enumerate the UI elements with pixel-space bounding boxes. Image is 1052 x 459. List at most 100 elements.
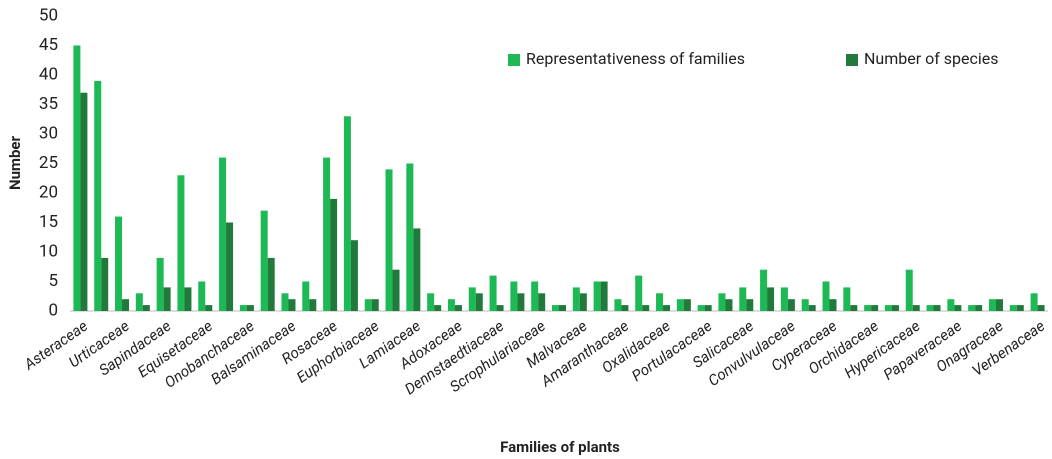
bar (1016, 305, 1024, 311)
bar (704, 305, 712, 311)
bar (468, 287, 476, 311)
bar (829, 299, 837, 311)
bar (975, 305, 983, 311)
bar (205, 305, 213, 311)
bar (260, 210, 268, 311)
bar (954, 305, 962, 311)
bar (517, 293, 525, 311)
legend-label: Representativeness of families (526, 49, 745, 68)
bar (760, 269, 768, 311)
bar (683, 299, 691, 311)
bar (725, 299, 733, 311)
bar (475, 293, 483, 311)
bar (933, 305, 941, 311)
bar (309, 299, 317, 311)
bar (323, 157, 331, 311)
bar (697, 305, 705, 311)
bar (489, 275, 497, 311)
bar (739, 287, 747, 311)
bar (988, 299, 996, 311)
bar (156, 257, 164, 311)
bar (593, 281, 601, 311)
bar (621, 305, 629, 311)
bar (115, 216, 123, 311)
bar (822, 281, 830, 311)
bar (531, 281, 539, 311)
bar (496, 305, 504, 311)
bar (1009, 305, 1017, 311)
y-tick-label: 0 (48, 300, 58, 320)
y-tick-label: 10 (39, 241, 58, 261)
y-tick-label: 40 (39, 64, 58, 84)
bar (177, 175, 185, 311)
bar (267, 257, 275, 311)
bar (968, 305, 976, 311)
bar (350, 240, 358, 311)
bar (385, 169, 393, 311)
bar (142, 305, 150, 311)
bar (1037, 305, 1045, 311)
bar (94, 80, 102, 312)
bar (163, 287, 171, 311)
bar (246, 305, 254, 311)
y-tick-label: 50 (39, 5, 58, 25)
bar (801, 299, 809, 311)
y-axis-title: Number (6, 135, 24, 190)
bar (219, 157, 227, 311)
bar (239, 305, 247, 311)
y-tick-label: 15 (39, 212, 58, 232)
bar (302, 281, 310, 311)
bar (122, 299, 130, 311)
bar (905, 269, 913, 311)
bar (635, 275, 643, 311)
bar (891, 305, 899, 311)
bar (871, 305, 879, 311)
bar (447, 299, 455, 311)
bar (663, 305, 671, 311)
bar (559, 305, 566, 311)
bar (510, 281, 518, 311)
y-tick-label: 35 (39, 94, 58, 114)
bar (392, 269, 400, 311)
x-axis-title: Families of plants (500, 438, 620, 456)
bar (281, 293, 289, 311)
bar (371, 299, 379, 311)
bar (454, 305, 462, 311)
legend-swatch (846, 54, 858, 66)
bar (864, 305, 872, 311)
y-tick-label: 25 (39, 153, 58, 173)
bar (288, 299, 296, 311)
bar (780, 287, 788, 311)
y-tick-label: 5 (48, 271, 58, 291)
bar (767, 287, 775, 311)
bar (226, 222, 234, 311)
bar (912, 305, 920, 311)
bar (572, 287, 580, 311)
bar (198, 281, 206, 311)
bar (718, 293, 726, 311)
bar (1030, 293, 1038, 311)
bar (406, 163, 414, 311)
y-tick-label: 20 (39, 182, 58, 202)
bar (538, 293, 546, 311)
bar (579, 293, 587, 311)
bar (676, 299, 684, 311)
bar (101, 257, 109, 311)
bar (343, 116, 351, 311)
bar (884, 305, 892, 311)
bar (614, 299, 622, 311)
legend-label: Number of species (864, 49, 999, 68)
bar (552, 305, 559, 311)
bar (135, 293, 143, 311)
bar (947, 299, 955, 311)
bar (434, 305, 442, 311)
bar (330, 198, 338, 311)
bar (427, 293, 435, 311)
bar (184, 287, 192, 311)
y-tick-label: 45 (39, 35, 58, 55)
bar (600, 281, 608, 311)
bar (73, 45, 81, 311)
bar (843, 287, 851, 311)
bar (787, 299, 795, 311)
